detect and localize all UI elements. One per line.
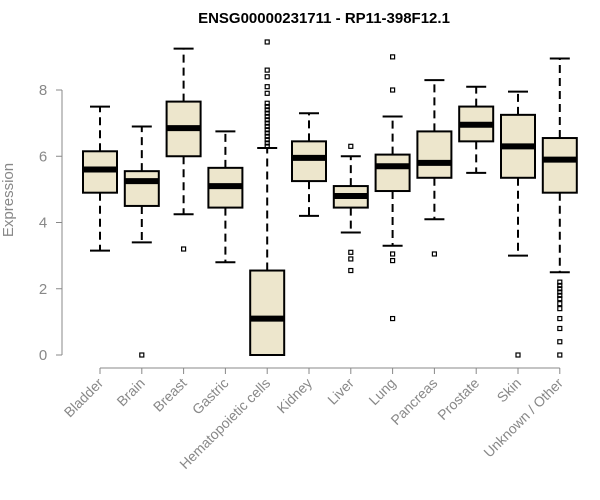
y-tick-label: 2 [39, 281, 47, 298]
outlier-point [264, 107, 270, 113]
box-prostate [458, 85, 495, 174]
outlier-point [264, 100, 270, 106]
x-tick-label-bladder: Bladder [61, 375, 107, 421]
outlier-point [390, 87, 396, 93]
outlier-point [557, 282, 563, 289]
outlier-point [264, 110, 270, 116]
outlier-point [264, 117, 270, 123]
outlier-point [431, 251, 437, 257]
outlier-point [348, 143, 354, 149]
outlier-point [264, 90, 270, 96]
iqr-box [291, 140, 327, 183]
iqr-box [416, 130, 453, 179]
outlier-point [264, 120, 270, 126]
outlier-point [264, 127, 270, 133]
outlier-point [557, 289, 563, 295]
x-tick-label-brain: Brain [113, 375, 147, 409]
x-tick-label-skin: Skin [494, 375, 525, 406]
outlier-point [139, 352, 145, 358]
box-liver [332, 143, 369, 274]
outlier-point [264, 130, 270, 136]
outlier-point [390, 54, 396, 60]
iqr-box [123, 170, 160, 207]
outlier-point [348, 249, 354, 255]
outlier-point [264, 123, 270, 130]
outlier-point [181, 246, 187, 252]
box-lung [374, 54, 411, 322]
y-axis: 0 2 4 6 8 [39, 82, 63, 364]
box-skin [500, 90, 536, 358]
outlier-point [557, 279, 563, 285]
x-tick-label-breast: Breast [150, 375, 190, 415]
outlier-point [557, 292, 563, 298]
iqr-box [541, 137, 578, 194]
y-tick-label: 4 [39, 215, 47, 232]
box-kidney [291, 112, 327, 217]
box-breast [165, 47, 202, 252]
outlier-point [264, 140, 270, 146]
outlier-point [390, 251, 396, 257]
outlier-point [264, 113, 270, 120]
y-tick-label: 6 [39, 148, 47, 165]
outlier-point [348, 267, 354, 274]
box-gastric [207, 130, 244, 264]
outlier-point [264, 74, 270, 80]
box-bladder [82, 105, 118, 252]
outlier-point [348, 256, 354, 262]
outlier-point [557, 301, 563, 307]
outlier-point [264, 67, 270, 73]
outlier-point [264, 103, 270, 110]
iqr-box [249, 269, 286, 356]
box-hematopoietic-cells [249, 39, 286, 356]
y-tick-label: 8 [39, 82, 47, 99]
outlier-point [264, 84, 270, 90]
outlier-point [557, 352, 563, 358]
box-brain [123, 125, 160, 358]
outlier-point [557, 315, 563, 322]
chart-title: ENSG00000231711 - RP11-398F12.1 [198, 10, 450, 27]
box-pancreas [416, 79, 453, 257]
outlier-point [557, 339, 563, 345]
outlier-point [264, 39, 270, 45]
outlier-point [390, 315, 396, 322]
outlier-point [264, 133, 270, 139]
outlier-point [557, 286, 563, 292]
outlier-point [390, 257, 396, 264]
y-tick-label: 0 [39, 347, 47, 364]
outlier-point [557, 296, 563, 302]
boxes-group [82, 39, 578, 358]
x-tick-label-prostate: Prostate [434, 375, 482, 423]
outlier-point [557, 325, 563, 332]
y-axis-label: Expression [0, 163, 17, 237]
outlier-point [264, 143, 270, 149]
iqr-box [374, 153, 411, 193]
outlier-point [557, 306, 563, 312]
x-tick-label-unknown-other: Unknown / Other [480, 375, 566, 461]
x-tick-label-liver: Liver [324, 375, 357, 408]
outlier-point [264, 137, 270, 143]
x-tick-label-kidney: Kidney [274, 375, 316, 417]
box-unknown-other [541, 57, 578, 358]
outlier-point [515, 352, 521, 358]
x-tick-label-lung: Lung [365, 375, 398, 408]
